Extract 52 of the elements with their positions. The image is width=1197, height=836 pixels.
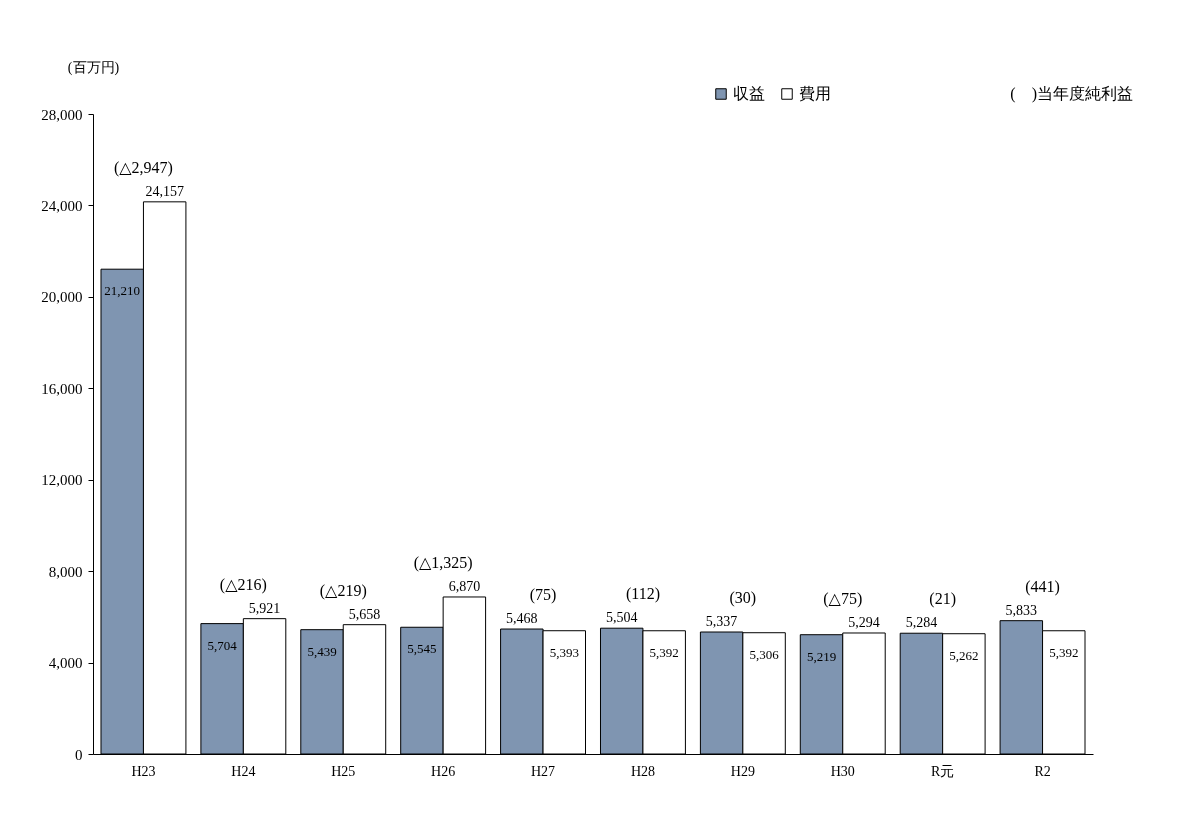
y-tick-label: 28,000 [41,106,83,123]
x-tick-label: H25 [331,763,356,779]
annotation: (112) [625,585,660,604]
data-label: 24,157 [145,183,184,199]
annotation: (△1,325) [413,553,473,572]
data-label: 5,262 [949,647,979,663]
y-tick-label: 24,000 [41,197,83,214]
x-tick-label: H26 [431,763,456,779]
x-tick-label: R2 [1034,763,1051,779]
data-label: 5,704 [207,637,238,653]
data-label: 5,833 [1005,602,1038,618]
y-tick-label: 4,000 [48,655,83,672]
data-label: 5,439 [307,643,337,659]
x-tick-label: H28 [630,763,656,779]
annotation: (30) [729,589,757,608]
annotation: (△216) [219,575,267,594]
annotation: (441) [1025,577,1060,596]
data-label: 5,294 [848,614,880,630]
legend-label: 費用 [799,85,831,102]
annotation: (21) [929,590,956,609]
y-tick-label: 16,000 [41,380,83,397]
y-tick-label: 0 [75,746,83,763]
data-label: 6,870 [448,578,481,594]
x-tick-label: R元 [930,763,955,779]
data-label: 5,337 [705,614,738,630]
data-label: 5,392 [649,644,679,660]
x-tick-label: H29 [730,763,755,779]
x-tick-label: H27 [530,763,556,779]
y-tick-label: 20,000 [41,289,83,306]
data-label: 5,468 [506,611,538,627]
x-tick-label: H24 [231,763,256,779]
data-label: 5,219 [806,648,837,664]
y-axis-title: (百万円) [67,59,120,76]
annotation: (△75) [823,589,863,608]
y-tick-label: 8,000 [48,563,83,580]
annotation: (75) [529,586,557,605]
legend-label: 収益 [733,85,765,102]
text: ( )当年度純利益 [1010,85,1133,103]
data-label: 5,658 [348,606,381,622]
annotation: (△219) [319,581,367,600]
data-label: 5,504 [605,610,638,626]
data-label: 5,284 [905,615,938,631]
data-label: 5,392 [1049,644,1079,660]
data-label: 5,393 [549,644,579,660]
data-label: 5,306 [749,646,780,662]
y-tick-label: 12,000 [41,472,83,489]
x-tick-label: H30 [830,763,855,779]
x-tick-label: H23 [131,763,156,779]
data-label: 5,921 [248,600,281,616]
data-label: 21,210 [104,283,141,299]
data-label: 5,545 [407,641,437,657]
annotation: (△2,947) [113,158,173,177]
